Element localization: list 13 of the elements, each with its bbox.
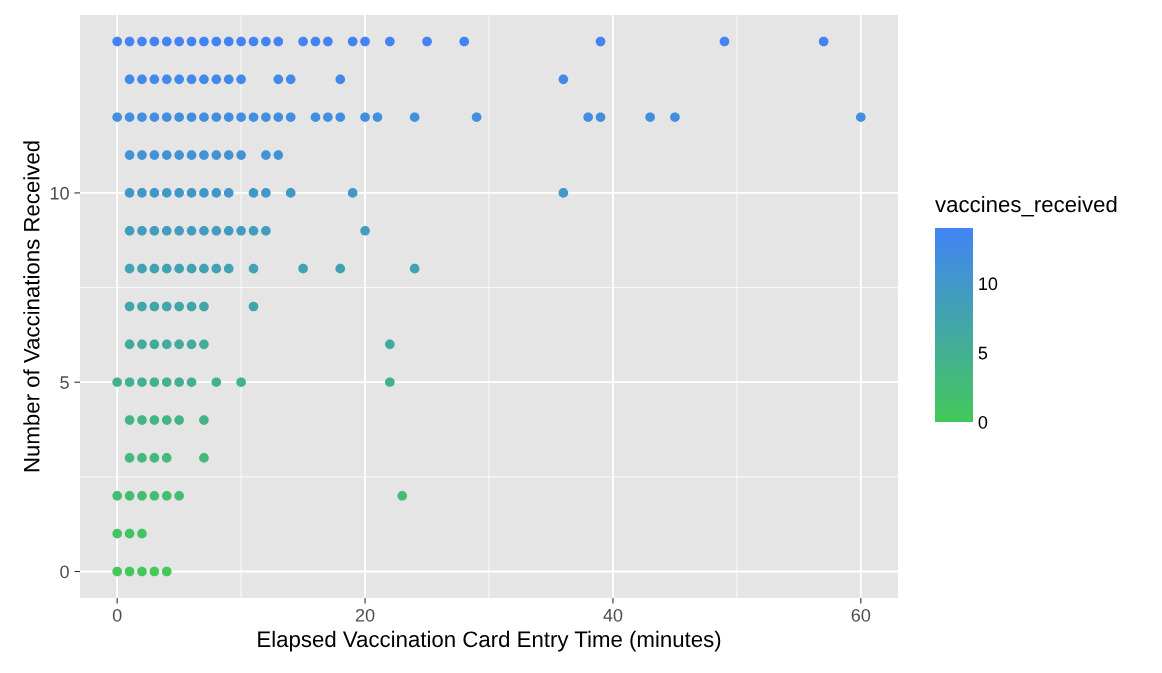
x-tick-label: 60 — [851, 608, 871, 622]
x-tick-label: 0 — [112, 608, 122, 622]
color-bar-label: 5 — [978, 346, 988, 360]
x-tick-label: 20 — [355, 608, 375, 622]
x-axis-title: Elapsed Vaccination Card Entry Time (minutes) — [258, 630, 721, 652]
y-tick-label: 5 — [60, 376, 69, 389]
color-bar-label: 10 — [979, 277, 998, 291]
y-tick-label: 0 — [60, 565, 69, 579]
color-bar-title: vaccines_received — [935, 195, 1117, 217]
y-axis-title: Number of Vaccinations Received — [23, 141, 40, 472]
y-tick-label: 10 — [50, 186, 69, 200]
x-tick-label: 40 — [603, 608, 623, 622]
color-bar-label: 0 — [978, 415, 988, 429]
